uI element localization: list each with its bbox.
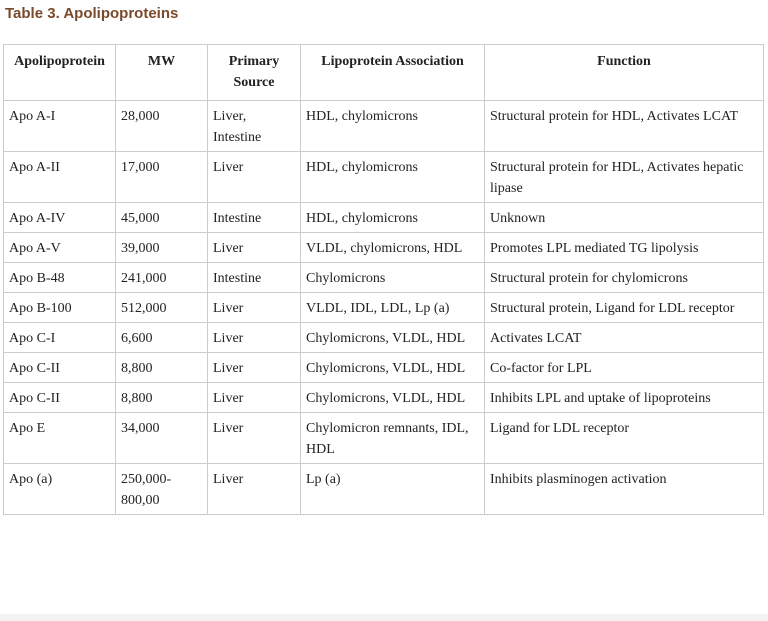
table-cell: HDL, chylomicrons	[300, 100, 485, 152]
table-cell: HDL, chylomicrons	[300, 202, 485, 233]
table-cell: Inhibits plasminogen activation	[484, 463, 764, 515]
table-cell: Apo E	[3, 412, 116, 464]
table-cell: Co-factor for LPL	[484, 352, 764, 383]
table-cell: Promotes LPL mediated TG lipolysis	[484, 232, 764, 263]
table-cell: 241,000	[115, 262, 208, 293]
table-cell: Apo A-I	[3, 100, 116, 152]
header-row: Apolipoprotein MW Primary Source Lipoprotei…	[3, 44, 764, 101]
table-cell: Ligand for LDL receptor	[484, 412, 764, 464]
column-header: MW	[115, 44, 208, 101]
column-header: Function	[484, 44, 764, 101]
table-cell: Chylomicrons, VLDL, HDL	[300, 322, 485, 353]
table-cell: 39,000	[115, 232, 208, 263]
table-cell: Activates LCAT	[484, 322, 764, 353]
table-cell: Liver	[207, 322, 301, 353]
table-cell: Chylomicrons, VLDL, HDL	[300, 382, 485, 413]
table-cell: Apo C-II	[3, 382, 116, 413]
table-cell: 8,800	[115, 352, 208, 383]
table-row: Apo B-100 512,000 Liver VLDL, IDL, LDL, Lp …	[3, 292, 764, 323]
table-cell: Chylomicron remnants, IDL, HDL	[300, 412, 485, 464]
table-cell: 45,000	[115, 202, 208, 233]
table-row: Apo A-IV 45,000 Intestine HDL, chylomicrons…	[3, 202, 764, 233]
table-row: Apo C-I 6,600 Liver Chylomicrons, VLDL, HDL…	[3, 322, 764, 353]
table-cell: Unknown	[484, 202, 764, 233]
table-cell: Chylomicrons	[300, 262, 485, 293]
table-cell: Apo B-100	[3, 292, 116, 323]
table-cell: Apo C-II	[3, 352, 116, 383]
table-cell: Lp (a)	[300, 463, 485, 515]
table-row: Apo C-II 8,800 Liver Chylomicrons, VLDL, HD…	[3, 352, 764, 383]
table-cell: Structural protein for HDL, Activates he…	[484, 151, 764, 203]
table-row: Apo (a) 250,000-800,00 Liver Lp (a) Inhibits…	[3, 463, 764, 515]
table-cell: Liver	[207, 292, 301, 323]
table-cell: HDL, chylomicrons	[300, 151, 485, 203]
table-cell: Structural protein for chylomicrons	[484, 262, 764, 293]
table-row: Apo A-I 28,000 Liver, Intestine HDL, chylom…	[3, 100, 764, 152]
table-cell: Structural protein, Ligand for LDL recep…	[484, 292, 764, 323]
table-title: Table 3. Apolipoproteins	[5, 5, 179, 22]
table-row: Apo B-48 241,000 Intestine Chylomicrons Stru…	[3, 262, 764, 293]
table-cell: Liver	[207, 382, 301, 413]
table-cell: 17,000	[115, 151, 208, 203]
table-cell: Structural protein for HDL, Activates LC…	[484, 100, 764, 152]
table-body: Apo A-I 28,000 Liver, Intestine HDL, chylom…	[3, 100, 764, 515]
table-cell: Liver	[207, 151, 301, 203]
table-cell: Apo A-V	[3, 232, 116, 263]
table-cell: Apo A-II	[3, 151, 116, 203]
column-header: Lipoprotein Association	[300, 44, 485, 101]
table-row: Apo A-II 17,000 Liver HDL, chylomicrons Stru…	[3, 151, 764, 203]
table-cell: Liver	[207, 463, 301, 515]
table-cell: Inhibits LPL and uptake of lipoproteins	[484, 382, 764, 413]
table-cell: 512,000	[115, 292, 208, 323]
table-cell: Apo C-I	[3, 322, 116, 353]
table-cell: Apo (a)	[3, 463, 116, 515]
table-row: Apo E 34,000 Liver Chylomicron remnants, ID…	[3, 412, 764, 464]
table-cell: Liver	[207, 352, 301, 383]
data-table: Apolipoprotein MW Primary Source Lipoprotei…	[3, 44, 764, 515]
table-cell: Apo B-48	[3, 262, 116, 293]
table-cell: 6,600	[115, 322, 208, 353]
table-cell: 34,000	[115, 412, 208, 464]
table-cell: Liver	[207, 412, 301, 464]
column-header: Apolipoprotein	[3, 44, 116, 101]
table-cell: Intestine	[207, 262, 301, 293]
table-cell: Apo A-IV	[3, 202, 116, 233]
table-cell: VLDL, chylomicrons, HDL	[300, 232, 485, 263]
table-cell: 28,000	[115, 100, 208, 152]
table-cell: 250,000-800,00	[115, 463, 208, 515]
column-header: Primary Source	[207, 44, 301, 101]
table-cell: Liver	[207, 232, 301, 263]
table-cell: Liver, Intestine	[207, 100, 301, 152]
table-cell: Chylomicrons, VLDL, HDL	[300, 352, 485, 383]
table-row: Apo A-V 39,000 Liver VLDL, chylomicrons, HD…	[3, 232, 764, 263]
table-row: Apo C-II 8,800 Liver Chylomicrons, VLDL, HD…	[3, 382, 764, 413]
table-cell: Intestine	[207, 202, 301, 233]
table-cell: VLDL, IDL, LDL, Lp (a)	[300, 292, 485, 323]
table-cell: 8,800	[115, 382, 208, 413]
